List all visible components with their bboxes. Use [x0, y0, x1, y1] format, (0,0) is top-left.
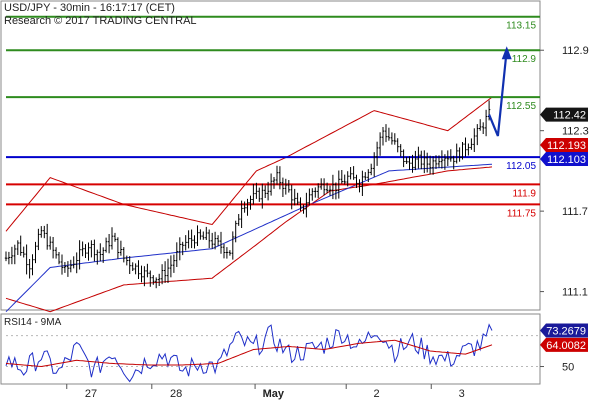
x-tick-label: May: [263, 388, 285, 400]
x-tick-label: 28: [170, 388, 182, 400]
chart-subtitle: Research © 2017 TRADING CENTRAL: [4, 15, 197, 27]
y-tick-label: 112.9: [562, 45, 589, 57]
chart-title: USD/JPY - 30min - 16:17:17 (CET): [4, 2, 175, 14]
projection-arrow-line: [488, 50, 508, 137]
value-tag-label: 112.42: [553, 110, 586, 122]
value-tag-rsi: [540, 323, 588, 338]
value-tag-label: 64.0082: [546, 340, 586, 352]
level-lines-layer: 113.15 112.9 112.55 112.05 111.9 111.75: [6, 15, 540, 219]
projection-layer: [488, 46, 512, 137]
price-axis-layer: 112.9 112.3 111.7 111.1: [540, 45, 589, 299]
level-label: 112.55: [506, 101, 536, 112]
level-label: 112.9: [512, 54, 537, 65]
level-label: 111.75: [507, 208, 537, 219]
candles-layer: [4, 100, 491, 289]
y-tick-label: 112.3: [562, 126, 589, 138]
x-tick-label: 27: [85, 388, 97, 400]
price-panel-frame: [0, 0, 541, 311]
bollinger-bands-layer: [5, 96, 493, 313]
price-tags-layer: 112.42 112.193 112.103: [540, 107, 588, 167]
value-tag-pivot: [540, 152, 588, 167]
rsi-layer: 50 73.2679 64.0082: [5, 323, 588, 383]
time-axis-layer: 27 28 May 2 3: [66, 384, 465, 400]
moving-average-line: [5, 163, 493, 313]
rsi-line: [5, 323, 493, 383]
y-tick-label: 111.7: [562, 206, 588, 218]
level-label: 112.05: [506, 161, 536, 172]
level-label: 113.15: [506, 21, 536, 32]
rsi-ma-line: [5, 339, 493, 368]
level-label: 111.9: [512, 188, 536, 199]
value-tag-label: 112.193: [547, 140, 586, 152]
bollinger-lower-line: [5, 166, 493, 313]
value-tag-support: [540, 138, 588, 153]
rsi-tick-label: 50: [562, 362, 574, 374]
x-tick-label: 2: [374, 388, 380, 400]
y-tick-label: 111.1: [562, 287, 588, 299]
bollinger-upper-line: [5, 96, 493, 232]
value-tag-label: 73.2679: [546, 326, 586, 338]
value-tag-rsi_ma: [540, 337, 588, 352]
x-tick-label: 3: [459, 388, 465, 400]
value-tag-label: 112.103: [547, 154, 586, 166]
value-tag-price: [540, 107, 588, 122]
rsi-panel-title: RSI14 - 9MA: [4, 317, 62, 328]
projection-arrow-head: [501, 46, 512, 60]
